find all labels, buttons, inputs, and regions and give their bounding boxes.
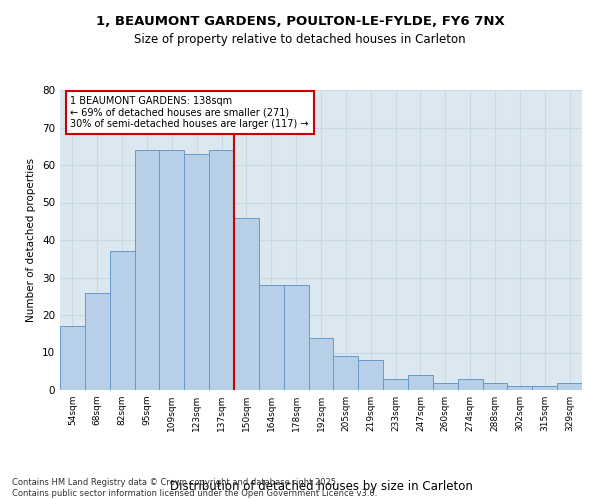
Bar (60, 326, 85, 390)
Bar (482, 382, 508, 390)
Bar (358, 360, 383, 390)
Text: 1 BEAUMONT GARDENS: 138sqm
← 69% of detached houses are smaller (271)
30% of sem: 1 BEAUMONT GARDENS: 138sqm ← 69% of deta… (70, 96, 309, 129)
Bar (184, 154, 209, 390)
Bar (284, 285, 308, 390)
Bar (209, 150, 234, 390)
Bar (134, 150, 160, 390)
Bar (85, 292, 110, 390)
Bar (458, 379, 482, 390)
X-axis label: Distribution of detached houses by size in Carleton: Distribution of detached houses by size … (170, 480, 472, 493)
Bar (259, 285, 284, 390)
Bar (557, 382, 582, 390)
Bar (308, 338, 334, 390)
Bar (408, 375, 433, 390)
Text: Size of property relative to detached houses in Carleton: Size of property relative to detached ho… (134, 32, 466, 46)
Y-axis label: Number of detached properties: Number of detached properties (26, 158, 37, 322)
Bar (334, 356, 358, 390)
Bar (110, 251, 134, 390)
Bar (160, 150, 184, 390)
Bar (532, 386, 557, 390)
Text: Contains HM Land Registry data © Crown copyright and database right 2025.
Contai: Contains HM Land Registry data © Crown c… (12, 478, 377, 498)
Bar (383, 379, 408, 390)
Text: 1, BEAUMONT GARDENS, POULTON-LE-FYLDE, FY6 7NX: 1, BEAUMONT GARDENS, POULTON-LE-FYLDE, F… (95, 15, 505, 28)
Bar (508, 386, 532, 390)
Bar (234, 218, 259, 390)
Bar (433, 382, 458, 390)
